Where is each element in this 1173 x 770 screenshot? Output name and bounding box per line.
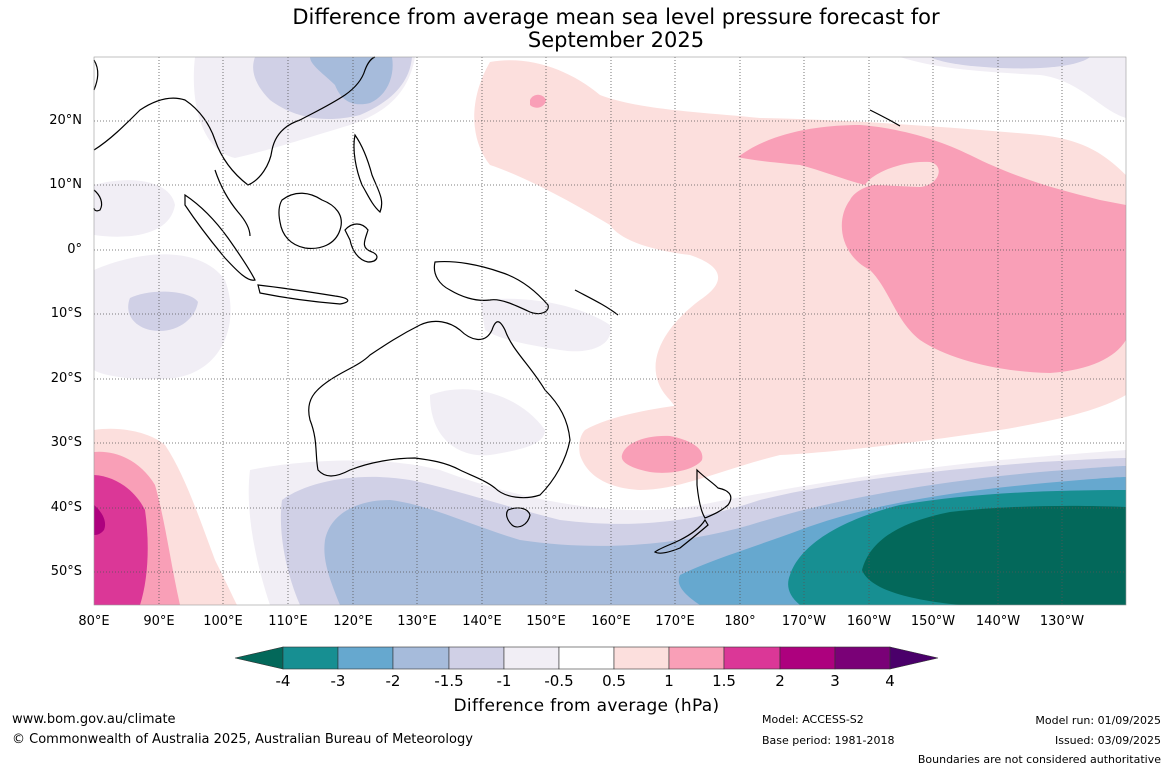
map-title-line-1: Difference from average mean sea level p…	[292, 5, 940, 29]
contour-neg-0.5-coral	[480, 298, 611, 352]
contour-neg-1-indian	[128, 291, 198, 331]
lon-label-120E: 120°E	[333, 614, 373, 629]
coastline-sulawesi	[344, 223, 378, 263]
coastline-malay-peninsula	[214, 169, 251, 237]
footer-model: Model: ACCESS-S2	[762, 713, 864, 726]
coastlines	[93, 56, 901, 554]
colorbar-extend-high	[889, 646, 939, 670]
colorbar-tick-label: -0.5	[544, 672, 574, 690]
map-title-line-2: September 2025	[527, 28, 705, 52]
contour-neg-1.5-north	[310, 57, 393, 105]
coastline-new-zealand-south	[653, 518, 709, 554]
colorbar-extend-low	[234, 646, 284, 670]
colorbar-bin-3-4	[834, 646, 891, 670]
coastline-java	[257, 284, 349, 305]
lon-label-170E: 170°E	[655, 614, 695, 629]
coastline-hawaii	[869, 109, 901, 127]
coastline-australia	[308, 320, 571, 499]
lon-label-150W: 150°W	[910, 614, 956, 629]
coastline-sri-lanka	[93, 189, 103, 212]
coastline-philippines	[353, 133, 383, 214]
contour-pos-1-tasman	[621, 435, 703, 473]
colorbar-tick-label: -4	[275, 672, 291, 690]
footer-base-period: Base period: 1981-2018	[762, 734, 895, 747]
colorbar-tick-label: 1.5	[712, 672, 736, 690]
coastline-mainland-asia	[93, 56, 376, 186]
colorbar-bin-neg3-neg2	[337, 646, 394, 670]
colorbar-bin-0.5-1	[613, 646, 670, 670]
colorbar-bin-1-1.5	[668, 646, 725, 670]
colorbar-bin-1.5-2	[723, 646, 781, 670]
lon-label-90E: 90°E	[143, 614, 175, 629]
lat-label-20N: 20°N	[49, 113, 82, 128]
colorbar-tick-label: 0.5	[602, 672, 626, 690]
lon-label-170W: 170°W	[781, 614, 827, 629]
lon-label-100E: 100°E	[203, 614, 243, 629]
contour-pos-2-sw	[94, 505, 106, 535]
lon-label-180: 180°	[724, 614, 756, 629]
footer-issued: Issued: 03/09/2025	[1054, 734, 1161, 747]
colorbar-bin-neg4-neg3	[282, 646, 339, 670]
lat-label-20S: 20°S	[50, 371, 82, 386]
footer-website: www.bom.gov.au/climate	[12, 712, 176, 727]
colorbar-tick-label: -1.5	[434, 672, 464, 690]
contour-pos-1-small-north	[530, 94, 546, 108]
lat-label-30S: 30°S	[50, 435, 82, 450]
contour-neg-4-southern	[862, 505, 1126, 605]
footer-copyright: © Commonwealth of Australia 2025, Austra…	[12, 732, 473, 747]
contour-neg-1-ne	[930, 57, 1090, 69]
lat-label-40S: 40°S	[50, 500, 82, 515]
contour-neg-0.5-java	[94, 180, 175, 237]
colorbar-tick-label: -2	[385, 672, 401, 690]
colorbar-tick-label: 4	[885, 672, 895, 690]
contour-neg-0.5-australia	[430, 389, 545, 456]
map-frame	[93, 56, 1127, 606]
lon-label-80E: 80°E	[78, 614, 110, 629]
lat-label-10N: 10°N	[49, 177, 82, 192]
colorbar-title: Difference from average (hPa)	[453, 696, 720, 716]
coastline-new-guinea	[433, 260, 549, 315]
lat-label-10S: 10°S	[50, 306, 82, 321]
lon-label-140E: 140°E	[462, 614, 502, 629]
colorbar-bin-2-3	[779, 646, 836, 670]
colorbar-bin-neg1-neg0.5	[503, 646, 560, 670]
contour-neg-0.5-ne	[900, 57, 1126, 118]
lon-label-140W: 140°W	[975, 614, 1021, 629]
lon-label-150E: 150°E	[526, 614, 566, 629]
colorbar-tick-label: 2	[775, 672, 785, 690]
colorbar-tick-label: -3	[330, 672, 346, 690]
lon-label-130E: 130°E	[397, 614, 437, 629]
lat-label-0: 0°	[67, 242, 82, 257]
contour-pos-0.5-tasman	[579, 365, 1126, 490]
colorbar	[234, 646, 939, 670]
footer-model-run: Model run: 01/09/2025	[1035, 714, 1161, 727]
colorbar-bin-neg0.5-0.5	[558, 646, 615, 670]
lat-label-50S: 50°S	[50, 564, 82, 579]
coastline-new-zealand-north	[696, 468, 732, 519]
colorbar-bin-neg1.5-neg1	[448, 646, 505, 670]
lon-label-130W: 130°W	[1039, 614, 1085, 629]
contour-pos-1.5-sw	[94, 475, 148, 605]
lon-label-110E: 110°E	[268, 614, 308, 629]
coastline-tasmania	[506, 507, 531, 528]
colorbar-tick-label: 3	[830, 672, 840, 690]
coastline-india-tip	[93, 59, 99, 91]
contour-pos-1-pacific	[738, 125, 1126, 373]
coastline-sumatra	[184, 193, 256, 281]
coastline-solomon	[574, 289, 619, 316]
colorbar-bin-neg2-neg1.5	[392, 646, 450, 670]
anomaly-field	[94, 57, 1127, 605]
lon-label-160E: 160°E	[591, 614, 631, 629]
graticule	[94, 57, 1126, 605]
lon-label-160W: 160°W	[846, 614, 892, 629]
colorbar-tick-label: -1	[496, 672, 512, 690]
colorbar-tick-label: 1	[664, 672, 674, 690]
coastline-borneo	[278, 192, 342, 250]
footer-disclaimer: Boundaries are not considered authoritat…	[917, 753, 1161, 766]
